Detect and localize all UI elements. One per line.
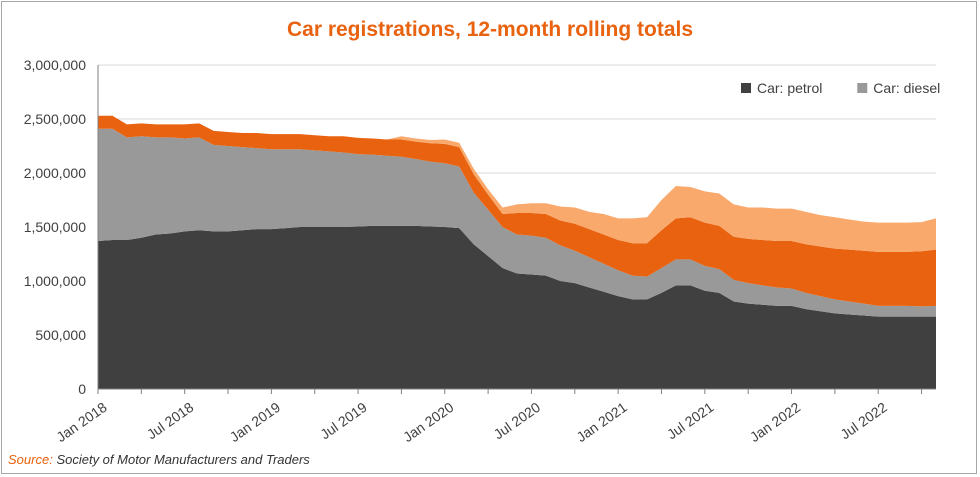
legend-label: Car: diesel bbox=[873, 80, 940, 96]
y-tick-label: 3,000,000 bbox=[24, 57, 86, 73]
area-series-3 bbox=[98, 115, 936, 307]
x-tick-label: Jul 2020 bbox=[491, 399, 544, 443]
source-note: Source: Society of Motor Manufacturers a… bbox=[8, 452, 310, 467]
x-tick-label: Jan 2020 bbox=[400, 399, 457, 445]
y-tick-label: 1,500,000 bbox=[24, 219, 86, 235]
x-tick-label: Jul 2019 bbox=[317, 399, 370, 443]
area-series-1 bbox=[98, 225, 936, 389]
chart-title: Car registrations, 12-month rolling tota… bbox=[286, 18, 694, 41]
source-label: Source: bbox=[8, 452, 53, 467]
stacked-areas bbox=[98, 115, 936, 389]
x-tick-label: Jan 2018 bbox=[53, 399, 110, 445]
y-tick-label: 500,000 bbox=[35, 327, 86, 343]
legend-swatch bbox=[857, 83, 868, 93]
legend-label: Car: petrol bbox=[757, 80, 822, 96]
x-tick-label: Jul 2018 bbox=[144, 399, 197, 443]
x-tick-label: Jan 2019 bbox=[227, 399, 284, 445]
area-series-2 bbox=[98, 128, 936, 317]
x-tick-label: Jan 2022 bbox=[747, 399, 804, 445]
legend: Car: petrol Car: diesel bbox=[741, 80, 940, 96]
x-tick-label: Jan 2021 bbox=[573, 399, 630, 445]
y-tick-label: 1,000,000 bbox=[24, 273, 86, 289]
y-tick-label: 2,000,000 bbox=[24, 165, 86, 181]
x-tick-label: Jul 2022 bbox=[837, 399, 890, 443]
legend-swatch bbox=[741, 83, 751, 93]
y-tick-label: 0 bbox=[78, 381, 86, 397]
area-series-4 bbox=[98, 115, 936, 252]
x-tick-label: Jul 2021 bbox=[664, 399, 717, 443]
source-text: Society of Motor Manufacturers and Trade… bbox=[56, 452, 310, 467]
y-tick-label: 2,500,000 bbox=[24, 111, 86, 127]
